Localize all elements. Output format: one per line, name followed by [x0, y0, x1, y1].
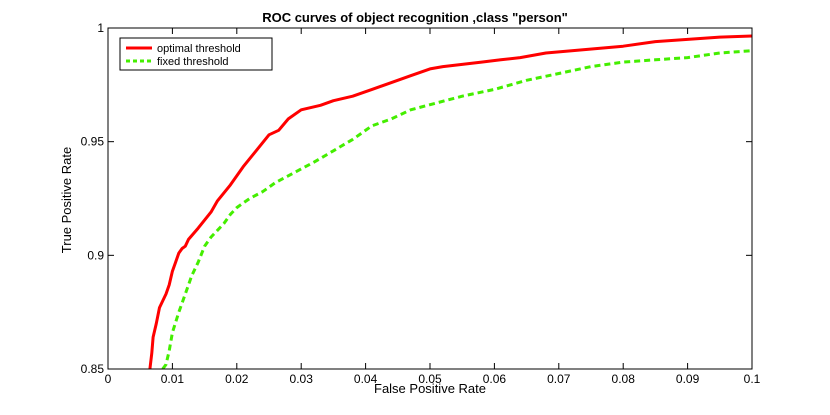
series-line-2 — [161, 49, 752, 369]
x-tick-label: 0.08 — [612, 372, 636, 386]
x-tick-label: 0.1 — [744, 372, 761, 386]
y-tick-label: 1 — [97, 21, 104, 35]
chart-title: ROC curves of object recognition ,class … — [262, 10, 568, 25]
legend-box — [119, 37, 273, 71]
x-tick-label: 0.03 — [290, 372, 314, 386]
x-axis-label: False Positive Rate — [374, 381, 486, 396]
y-axis-label: True Positive Rate — [59, 147, 74, 253]
x-tick-label: 0.07 — [547, 372, 571, 386]
legend-label-1: optimal threshold — [157, 43, 241, 55]
x-tick-label: 0 — [105, 372, 112, 386]
y-tick-label: 0.95 — [81, 135, 105, 149]
x-tick-label: 0.01 — [161, 372, 185, 386]
x-tick-label: 0.02 — [225, 372, 249, 386]
y-tick-label: 0.85 — [81, 362, 105, 376]
plot-area: 0 0.01 0.02 0.03 0.04 0.05 0.06 0.07 0.08 0.09 0.1… — [81, 21, 761, 386]
axes-box — [107, 27, 753, 370]
series-line-1 — [148, 34, 752, 369]
x-tick-label: 0.05 — [418, 372, 442, 386]
legend-label-2: fixed threshold — [157, 56, 229, 68]
x-tick-label: 0.06 — [483, 372, 507, 386]
x-tick-label: 0.09 — [676, 372, 700, 386]
x-tick-label: 0.04 — [354, 372, 378, 386]
y-tick-label: 0.9 — [87, 248, 104, 262]
